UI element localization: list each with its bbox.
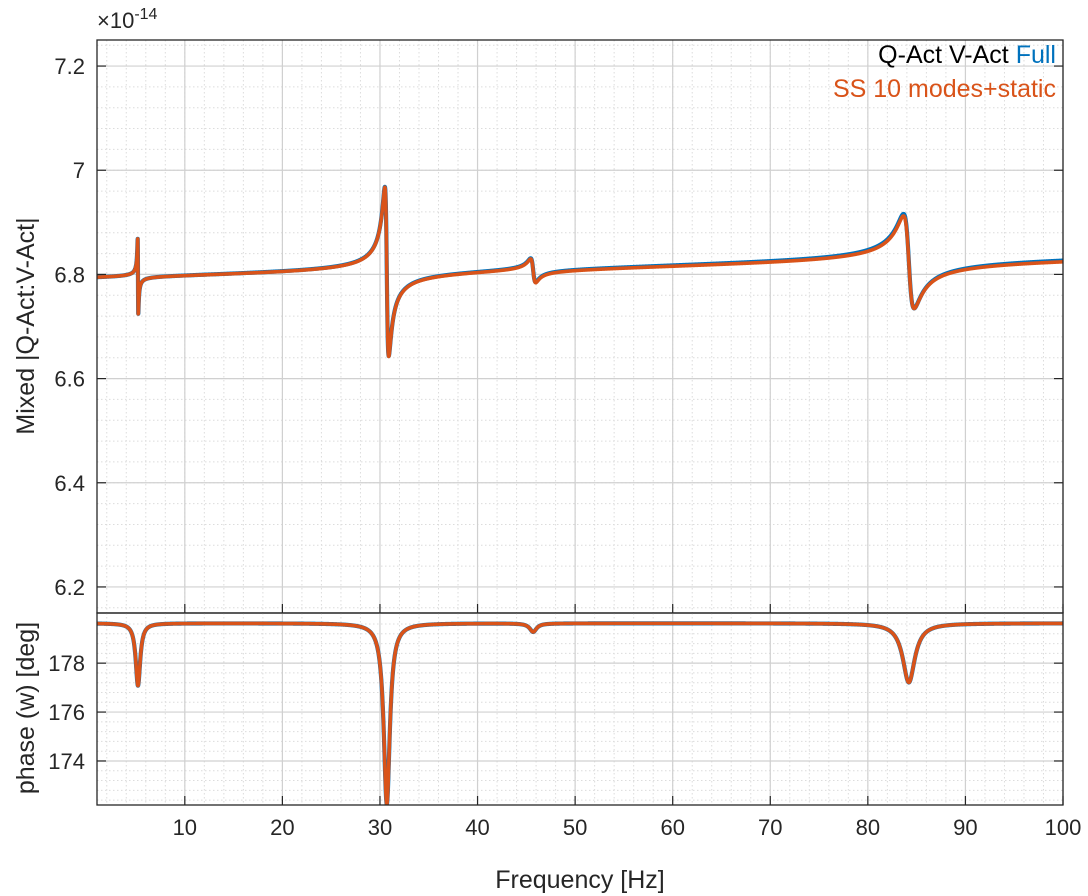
magnitude-grid (97, 40, 1064, 613)
magnitude-y-tick-label: 7 (73, 158, 85, 183)
x-tick-label: 80 (856, 815, 880, 840)
magnitude-plot-background (97, 40, 1063, 613)
magnitude-y-ticks: 6.2 6.4 6.6 6.8 7 7.2 (54, 54, 1063, 600)
x-tick-label: 60 (660, 815, 684, 840)
magnitude-y-tick-label: 6.4 (54, 471, 85, 496)
x-tick-label: 20 (270, 815, 294, 840)
phase-grid (97, 613, 1064, 805)
legend-entry-full: Q-Act V-Act Full (878, 41, 1056, 69)
legend: Q-Act V-Act Full SS 10 modes+static (833, 41, 1056, 103)
x-tick-label: 30 (368, 815, 392, 840)
phase-x-ticks: 10 20 30 40 50 60 70 80 90 100 (173, 604, 1082, 840)
magnitude-y-tick-label: 7.2 (54, 54, 85, 79)
legend-full-label: Full (1016, 41, 1056, 69)
phase-y-tick-label: 174 (48, 749, 85, 774)
magnitude-series-ss-10-modes (97, 185, 1063, 359)
x-tick-label: 70 (758, 815, 782, 840)
x-tick-label: 10 (173, 815, 197, 840)
magnitude-y-axis-label: Mixed |Q-Act:V-Act| (12, 217, 40, 434)
phase-y-tick-label: 176 (48, 700, 85, 725)
legend-entry-ss: SS 10 modes+static (833, 75, 1056, 103)
magnitude-y-tick-label: 6.8 (54, 262, 85, 287)
magnitude-y-tick-label: 6.2 (54, 575, 85, 600)
x-tick-label: 40 (465, 815, 489, 840)
magnitude-y-tick-label: 6.6 (54, 367, 85, 392)
phase-panel: 174 176 178 10 20 30 40 50 60 70 80 90 100 phase (w… (12, 604, 1081, 894)
phase-y-ticks: 174 176 178 (48, 651, 1063, 774)
phase-y-axis-label: phase (w) [deg] (12, 622, 40, 794)
magnitude-exponent-label: ×10-14 (97, 6, 158, 33)
x-tick-label: 100 (1045, 815, 1082, 840)
phase-lines (97, 621, 1063, 805)
phase-series-ss-10-modes (97, 621, 1063, 805)
phase-y-tick-label: 178 (48, 651, 85, 676)
magnitude-lines (97, 184, 1063, 359)
x-tick-label: 90 (953, 815, 977, 840)
x-tick-label: 50 (563, 815, 587, 840)
phase-axes-box (96, 612, 1064, 806)
magnitude-panel: 6.2 6.4 6.6 6.8 7 7.2 ×10-14 Mixed |Q-Act:V-A… (12, 6, 1064, 614)
x-axis-label: Frequency [Hz] (495, 866, 665, 894)
